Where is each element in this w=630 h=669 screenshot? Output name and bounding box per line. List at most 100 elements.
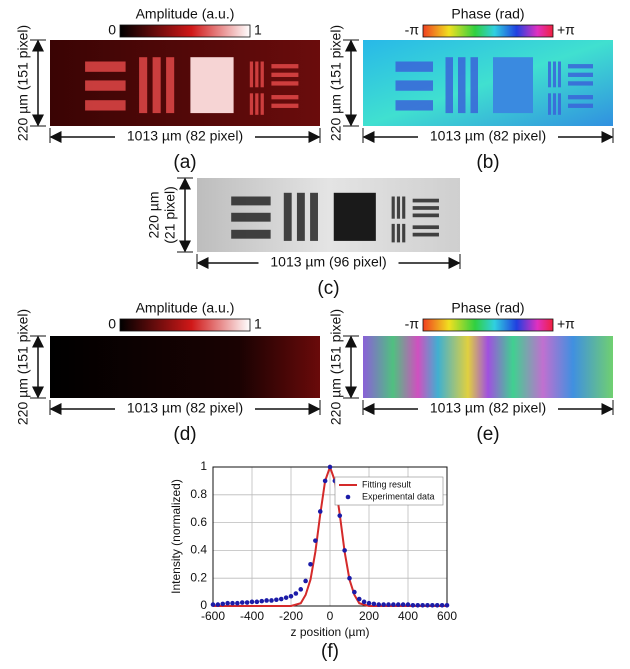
image-feature xyxy=(333,192,376,241)
height-label: 220 µm (151 pixel) xyxy=(15,309,31,425)
image-feature xyxy=(271,64,299,69)
image-feature xyxy=(568,103,593,108)
width-label: 1013 µm (96 pixel) xyxy=(270,254,386,270)
data-point xyxy=(239,600,245,605)
x-tick-label: 400 xyxy=(398,609,418,623)
data-point xyxy=(356,596,362,602)
legend-swatch xyxy=(345,494,351,500)
label-bg xyxy=(418,129,558,143)
data-point xyxy=(430,603,435,608)
height-label: 220 µm xyxy=(146,192,162,239)
data-point xyxy=(352,589,357,595)
x-tick-label: -600 xyxy=(201,609,225,623)
data-point xyxy=(254,599,260,605)
height-label: 220 µm (151 pixel) xyxy=(15,25,31,141)
x-tick-label: 0 xyxy=(327,609,334,623)
legend-label: Experimental data xyxy=(362,491,435,501)
image-feature xyxy=(152,57,161,114)
image-feature xyxy=(553,93,556,115)
data-point xyxy=(230,600,235,606)
data-point xyxy=(391,602,396,607)
panel-caption: (d) xyxy=(173,424,196,445)
image-feature xyxy=(296,192,305,241)
image-feature xyxy=(553,61,556,88)
data-point xyxy=(405,602,411,607)
image-feature xyxy=(260,61,264,88)
data-point xyxy=(264,598,269,603)
data-point xyxy=(347,575,352,581)
data-point xyxy=(244,600,250,605)
colorbar-max: 1 xyxy=(254,22,262,38)
y-tick-label: 0 xyxy=(200,598,207,612)
data-point xyxy=(420,603,425,608)
image-feature xyxy=(166,57,175,114)
data-point xyxy=(322,478,328,484)
data-point xyxy=(220,601,226,607)
image-feature xyxy=(255,93,259,115)
height-label: 220 µm (151 pixel) xyxy=(328,25,344,141)
width-label: 1013 µm (82 pixel) xyxy=(127,400,243,416)
data-point xyxy=(313,538,318,543)
y-tick-label: 0.6 xyxy=(190,515,207,529)
data-point xyxy=(249,599,255,605)
image-feature xyxy=(458,57,466,114)
data-point xyxy=(386,602,391,607)
image-feature xyxy=(558,93,561,115)
data-point xyxy=(371,601,377,607)
image-feature xyxy=(568,95,593,100)
image-feature xyxy=(310,192,318,241)
image-feature xyxy=(412,206,439,210)
colorbar xyxy=(422,318,554,332)
data-point xyxy=(366,600,372,606)
data-point xyxy=(425,603,430,608)
data-point xyxy=(400,602,406,607)
data-point xyxy=(381,602,386,607)
y-tick-label: 0.2 xyxy=(190,570,207,584)
image xyxy=(50,336,320,398)
colorbar xyxy=(422,24,554,38)
image-feature xyxy=(271,72,299,77)
image-feature xyxy=(271,95,299,100)
width-label: 1013 µm (82 pixel) xyxy=(430,128,546,144)
panel-caption: (e) xyxy=(476,424,499,445)
height-label: 220 µm (151 pixel) xyxy=(328,309,344,425)
image-feature xyxy=(249,61,254,88)
image-feature xyxy=(395,100,433,111)
x-tick-label: -200 xyxy=(279,609,303,623)
image-feature xyxy=(412,225,439,230)
image-feature xyxy=(260,93,264,115)
data-point xyxy=(327,464,333,470)
data-point xyxy=(376,602,382,607)
image-feature xyxy=(231,229,271,239)
data-point xyxy=(298,587,304,592)
data-point xyxy=(215,602,221,607)
panel-caption: (f) xyxy=(321,641,339,662)
image-feature xyxy=(249,93,254,115)
colorbar-title: Amplitude (a.u.) xyxy=(136,300,235,316)
data-point xyxy=(395,602,401,607)
image-feature xyxy=(391,196,395,219)
legend-box xyxy=(334,476,444,506)
data-point xyxy=(288,593,294,599)
image-feature xyxy=(412,198,439,203)
image-feature xyxy=(402,196,406,219)
data-point xyxy=(235,600,240,606)
colorbar-title: Amplitude (a.u.) xyxy=(136,6,235,22)
data-point xyxy=(274,597,279,603)
x-axis-label: z position (µm) xyxy=(291,625,370,639)
data-point xyxy=(317,509,323,514)
image-feature xyxy=(396,223,401,243)
panel-caption: (b) xyxy=(476,152,499,173)
image-feature xyxy=(568,72,593,77)
x-tick-label: 200 xyxy=(359,609,379,623)
data-point xyxy=(361,599,367,605)
data-point xyxy=(410,603,416,608)
y-tick-label: 1 xyxy=(200,459,207,473)
y-tick-label: 0.8 xyxy=(190,487,207,501)
data-point xyxy=(225,600,230,606)
image-feature xyxy=(395,61,433,72)
image-feature xyxy=(412,213,439,218)
colorbar-title: Phase (rad) xyxy=(451,6,524,22)
data-point xyxy=(303,578,308,584)
